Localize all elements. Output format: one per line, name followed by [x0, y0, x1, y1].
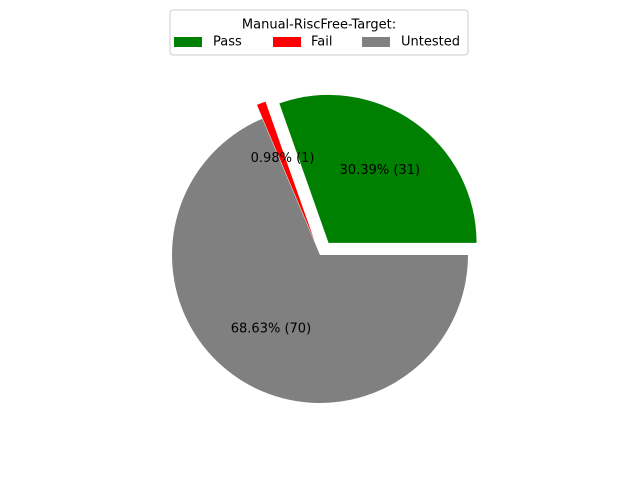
pie-slice-untested	[172, 118, 468, 403]
pie-slice-labels: 30.39% (31) 0.98% (1) 68.63% (70)	[231, 151, 420, 337]
legend-swatch-untested	[362, 37, 390, 47]
legend-frame	[169, 9, 469, 56]
pie-slice-pass	[279, 94, 477, 243]
slice-label-pass: 30.39% (31)	[340, 163, 420, 178]
pie-slice-fail	[256, 101, 315, 242]
legend-title: Manual-RiscFree-Target:	[242, 18, 396, 33]
legend-label-untested: Untested	[401, 35, 460, 50]
legend-swatch-pass	[174, 37, 202, 47]
legend-label-pass: Pass	[213, 35, 242, 50]
slice-label-untested: 68.63% (70)	[231, 322, 311, 337]
legend-label-fail: Fail	[311, 35, 332, 50]
legend: Manual-RiscFree-Target: Pass Fail Untest…	[169, 9, 469, 56]
legend-swatch-fail	[273, 37, 301, 47]
slice-label-fail: 0.98% (1)	[251, 151, 315, 166]
pie-slices	[172, 94, 477, 403]
